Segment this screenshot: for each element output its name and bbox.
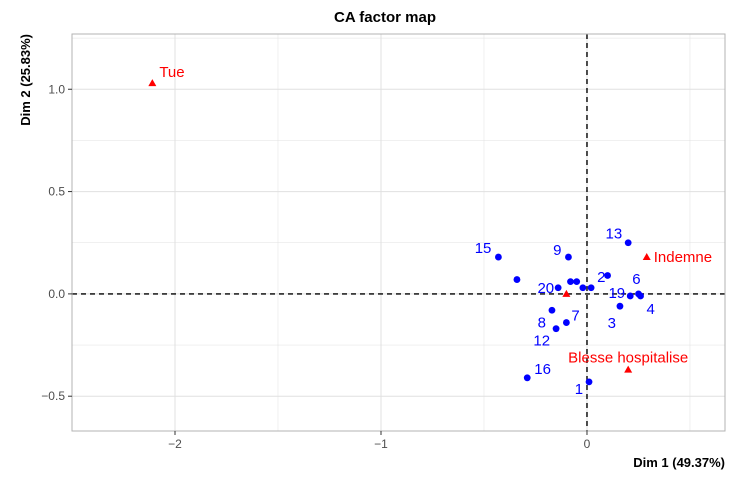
- row-point-label-1: 1: [575, 381, 583, 398]
- x-axis-title: Dim 1 (49.37%): [633, 455, 725, 470]
- row-point-label-16: 16: [534, 361, 551, 378]
- chart-title: CA factor map: [334, 9, 436, 26]
- row-point-label-6: 6: [632, 271, 640, 288]
- row-point-12: [552, 325, 560, 333]
- row-point-label-15: 15: [475, 240, 492, 257]
- panel-background: [72, 34, 725, 431]
- row-point: [604, 272, 611, 279]
- row-point: [579, 284, 587, 292]
- y-tick-label: −0.5: [41, 389, 65, 403]
- row-point-label-8: 8: [538, 314, 546, 331]
- column-point-unlabeled-3: [562, 289, 571, 297]
- row-point-1: [585, 378, 593, 386]
- row-point-label-4: 4: [647, 301, 655, 318]
- row-point-6: [626, 292, 634, 300]
- x-tick-label: −2: [168, 437, 182, 451]
- row-point-label-7: 7: [571, 308, 579, 325]
- row-point-label-3: 3: [608, 315, 616, 332]
- x-tick-label: 0: [584, 437, 591, 451]
- row-point-label-9: 9: [553, 242, 561, 259]
- column-point-label-indemne: Indemne: [654, 249, 712, 266]
- row-point-15: [495, 253, 502, 261]
- row-point-label-13: 13: [605, 226, 622, 243]
- row-point-label-20: 20: [537, 280, 554, 297]
- column-point-indemne: [642, 253, 651, 261]
- reference-lines: [72, 34, 725, 431]
- y-axis-title: Dim 2 (25.83%): [18, 34, 33, 126]
- row-point-7: [562, 319, 570, 326]
- y-tick-label: 1.0: [48, 82, 65, 96]
- row-point-2: [587, 284, 595, 292]
- x-tick-label: −1: [374, 437, 388, 451]
- row-point-13: [624, 239, 632, 247]
- row-point-label-2: 2: [597, 269, 605, 286]
- row-point-8: [548, 306, 556, 314]
- column-point-blesse-hospitalise: [624, 365, 633, 373]
- row-point-20: [554, 284, 562, 292]
- row-point-label-19: 19: [608, 285, 625, 302]
- row-point: [573, 278, 581, 286]
- row-point-9: [565, 253, 572, 261]
- row-point-16: [523, 374, 531, 382]
- column-point-label-blesse-hospitalise: Blesse hospitalise: [568, 350, 688, 367]
- row-point-label-12: 12: [533, 333, 550, 350]
- row-point: [513, 276, 521, 283]
- column-point-label-tue: Tue: [159, 64, 184, 81]
- column-points: Tue Indemne Blesse hospitalise: [148, 64, 712, 373]
- row-point-19: [635, 290, 642, 298]
- y-axis: −0.5 0.0 0.5 1.0: [41, 82, 72, 403]
- y-tick-label: 0.5: [48, 185, 65, 199]
- y-tick-label: 0.0: [48, 287, 65, 301]
- x-axis: −2 −1 0: [168, 431, 591, 451]
- row-point-3: [616, 302, 624, 310]
- panel-border: [71, 33, 726, 432]
- column-point-tue: [148, 79, 157, 87]
- row-point: [567, 278, 574, 286]
